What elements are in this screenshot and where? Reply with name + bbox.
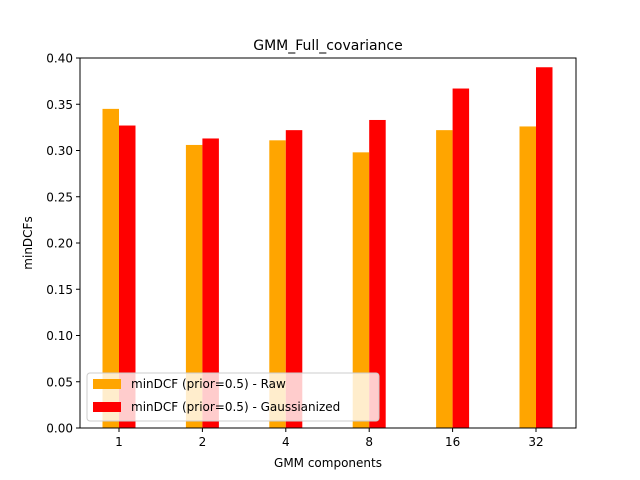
y-tick-label: 0.15: [46, 283, 73, 297]
bar-gaussianized-4: [285, 130, 303, 428]
x-tick-label: 16: [445, 435, 460, 449]
y-tick-label: 0.40: [46, 52, 73, 66]
legend-swatch-gaussianized: [93, 402, 121, 412]
legend-box: [86, 372, 380, 422]
bar-raw-4: [269, 140, 286, 428]
x-axis-label: GMM components: [274, 456, 382, 470]
y-tick-label: 0.05: [46, 375, 73, 389]
y-tick-label: 0.00: [46, 422, 73, 436]
bar-raw-2: [185, 144, 203, 428]
bar-gaussianized-16: [452, 88, 470, 429]
y-tick-label: 0.20: [46, 237, 73, 251]
x-tick-label: 32: [528, 435, 543, 449]
bar-raw-1: [102, 108, 119, 428]
bar-gaussianized-2: [202, 138, 219, 428]
y-axis-label: minDCFs: [21, 216, 35, 269]
bars: [102, 67, 553, 429]
legend-label-gaussianized: minDCF (prior=0.5) - Gaussianized: [131, 400, 340, 414]
bar-raw-8: [352, 152, 370, 428]
bar-raw-16: [436, 130, 453, 428]
legend-swatch-raw: [93, 379, 121, 389]
x-axis: 1 2 4 8 16 32: [115, 428, 544, 449]
y-tick-label: 0.35: [46, 98, 73, 112]
x-tick-label: 4: [282, 435, 290, 449]
chart-title: GMM_Full_covariance: [253, 38, 402, 54]
legend: minDCF (prior=0.5) - Raw minDCF (prior=0…: [86, 372, 380, 422]
bar-gaussianized-32: [536, 67, 553, 428]
x-tick-label: 8: [365, 435, 373, 449]
x-tick-label: 2: [199, 435, 207, 449]
y-axis: 0.00 0.05 0.10 0.15 0.20 0.25 0.30 0.35 0.40: [46, 52, 80, 436]
y-tick-label: 0.10: [46, 329, 73, 343]
legend-label-raw: minDCF (prior=0.5) - Raw: [131, 377, 286, 391]
plot-frame: [79, 57, 577, 429]
x-tick-label: 1: [115, 435, 123, 449]
bar-gaussianized-1: [119, 125, 136, 429]
y-tick-label: 0.25: [46, 190, 73, 204]
bar-gaussianized-8: [369, 119, 386, 428]
y-tick-label: 0.30: [46, 144, 73, 158]
bar-raw-32: [519, 126, 536, 428]
